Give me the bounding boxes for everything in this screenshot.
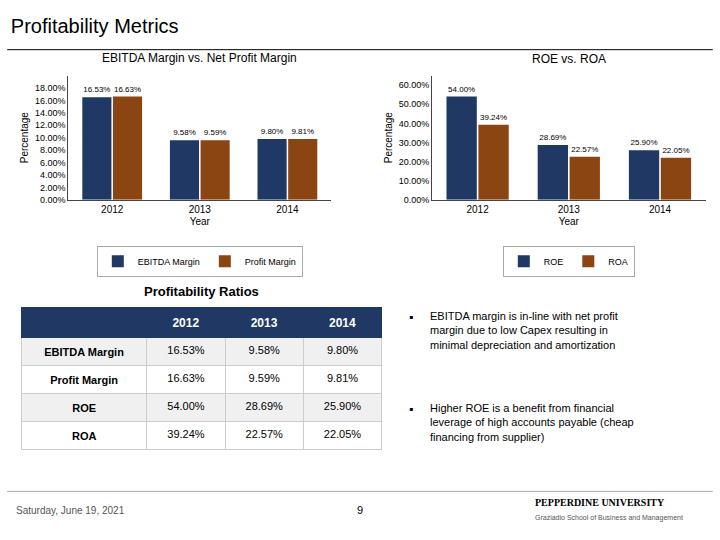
svg-text:2012: 2012: [101, 204, 124, 215]
svg-text:9.81%: 9.81%: [291, 127, 314, 136]
svg-text:9.81%: 9.81%: [327, 372, 358, 384]
svg-text:4.00%: 4.00%: [40, 170, 66, 180]
svg-text:9.58%: 9.58%: [249, 344, 280, 356]
svg-text:39.24%: 39.24%: [480, 113, 507, 122]
svg-text:ROA: ROA: [608, 257, 628, 267]
svg-text:9.80%: 9.80%: [327, 344, 358, 356]
svg-text:EBITDA margin is in-line with: EBITDA margin is in-line with net profit…: [430, 310, 618, 351]
svg-text:▪: ▪: [409, 402, 413, 416]
svg-text:16.53%: 16.53%: [83, 85, 110, 94]
svg-text:25.90%: 25.90%: [324, 400, 362, 412]
svg-text:2012: 2012: [172, 316, 199, 330]
svg-text:Profit Margin: Profit Margin: [50, 374, 118, 386]
svg-text:9.80%: 9.80%: [261, 127, 284, 136]
svg-text:EBITDA Margin vs. Net Profit M: EBITDA Margin vs. Net Profit Margin: [102, 51, 297, 65]
svg-text:9: 9: [357, 504, 363, 516]
svg-text:0.00%: 0.00%: [40, 195, 66, 205]
svg-text:ROA: ROA: [72, 430, 97, 442]
svg-text:14.00%: 14.00%: [35, 108, 66, 118]
svg-text:16.63%: 16.63%: [167, 372, 205, 384]
svg-text:2.00%: 2.00%: [40, 183, 66, 193]
svg-text:Year: Year: [559, 216, 580, 227]
svg-text:25.90%: 25.90%: [630, 138, 657, 147]
svg-text:0.00%: 0.00%: [404, 195, 430, 205]
svg-text:22.05%: 22.05%: [324, 428, 362, 440]
svg-text:18.00%: 18.00%: [35, 83, 66, 93]
svg-text:9.59%: 9.59%: [249, 372, 280, 384]
svg-text:39.24%: 39.24%: [167, 428, 205, 440]
svg-text:54.00%: 54.00%: [167, 400, 205, 412]
svg-text:20.00%: 20.00%: [399, 157, 430, 167]
svg-text:22.57%: 22.57%: [571, 145, 598, 154]
svg-text:2013: 2013: [251, 316, 278, 330]
svg-text:28.69%: 28.69%: [539, 133, 566, 142]
svg-text:60.00%: 60.00%: [399, 80, 430, 90]
svg-text:22.05%: 22.05%: [662, 146, 689, 155]
svg-text:6.00%: 6.00%: [40, 158, 66, 168]
svg-text:12.00%: 12.00%: [35, 120, 66, 130]
svg-text:▪: ▪: [409, 310, 413, 324]
svg-text:EBITDA Margin: EBITDA Margin: [138, 257, 200, 267]
svg-text:Percentage: Percentage: [383, 112, 394, 164]
svg-text:16.00%: 16.00%: [35, 96, 66, 106]
svg-text:PEPPERDINE UNIVERSITY: PEPPERDINE UNIVERSITY: [535, 497, 665, 508]
svg-text:50.00%: 50.00%: [399, 99, 430, 109]
svg-text:16.53%: 16.53%: [167, 344, 205, 356]
svg-text:40.00%: 40.00%: [399, 119, 430, 129]
svg-text:Saturday, June 19, 2021: Saturday, June 19, 2021: [16, 505, 125, 516]
svg-text:10.00%: 10.00%: [399, 176, 430, 186]
svg-text:2014: 2014: [276, 204, 299, 215]
svg-text:16.63%: 16.63%: [114, 85, 141, 94]
svg-text:10.00%: 10.00%: [35, 133, 66, 143]
svg-text:9.59%: 9.59%: [204, 128, 227, 137]
svg-text:Higher ROE is a benefit from f: Higher ROE is a benefit from financialle…: [430, 402, 634, 443]
svg-text:Profit Margin: Profit Margin: [245, 257, 296, 267]
svg-text:Percentage: Percentage: [19, 112, 30, 164]
svg-text:2014: 2014: [329, 316, 356, 330]
svg-text:30.00%: 30.00%: [399, 138, 430, 148]
svg-text:Profitability Metrics: Profitability Metrics: [11, 15, 179, 37]
svg-text:ROE: ROE: [72, 402, 96, 414]
svg-text:2013: 2013: [189, 204, 212, 215]
svg-text:ROE: ROE: [544, 257, 564, 267]
svg-text:ROE vs. ROA: ROE vs. ROA: [532, 52, 606, 66]
svg-text:9.58%: 9.58%: [173, 128, 196, 137]
svg-text:8.00%: 8.00%: [40, 145, 66, 155]
svg-text:2012: 2012: [466, 204, 489, 215]
svg-text:Year: Year: [190, 216, 211, 227]
svg-text:Profitability Ratios: Profitability Ratios: [144, 284, 259, 299]
svg-text:Graziadio School of Business a: Graziadio School of Business and Managem…: [535, 514, 683, 522]
svg-text:54.00%: 54.00%: [448, 85, 475, 94]
svg-text:2013: 2013: [558, 204, 581, 215]
svg-text:EBITDA Margin: EBITDA Margin: [44, 346, 124, 358]
svg-text:22.57%: 22.57%: [246, 428, 284, 440]
svg-text:2014: 2014: [649, 204, 672, 215]
svg-text:28.69%: 28.69%: [246, 400, 284, 412]
